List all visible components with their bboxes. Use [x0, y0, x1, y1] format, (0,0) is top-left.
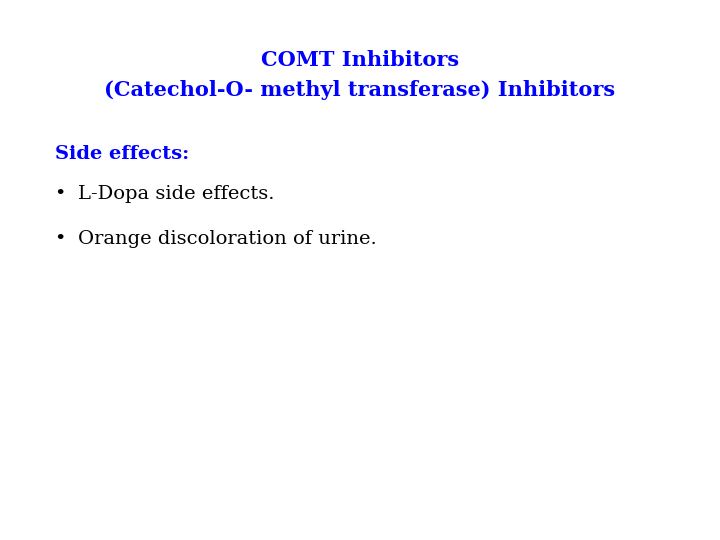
Text: Side effects:: Side effects: [55, 145, 189, 163]
Text: L-Dopa side effects.: L-Dopa side effects. [78, 185, 274, 203]
Text: Orange discoloration of urine.: Orange discoloration of urine. [78, 230, 377, 248]
Text: •: • [54, 230, 66, 248]
Text: COMT Inhibitors: COMT Inhibitors [261, 50, 459, 70]
Text: (Catechol-O- methyl transferase) Inhibitors: (Catechol-O- methyl transferase) Inhibit… [104, 80, 616, 100]
Text: •: • [54, 185, 66, 203]
